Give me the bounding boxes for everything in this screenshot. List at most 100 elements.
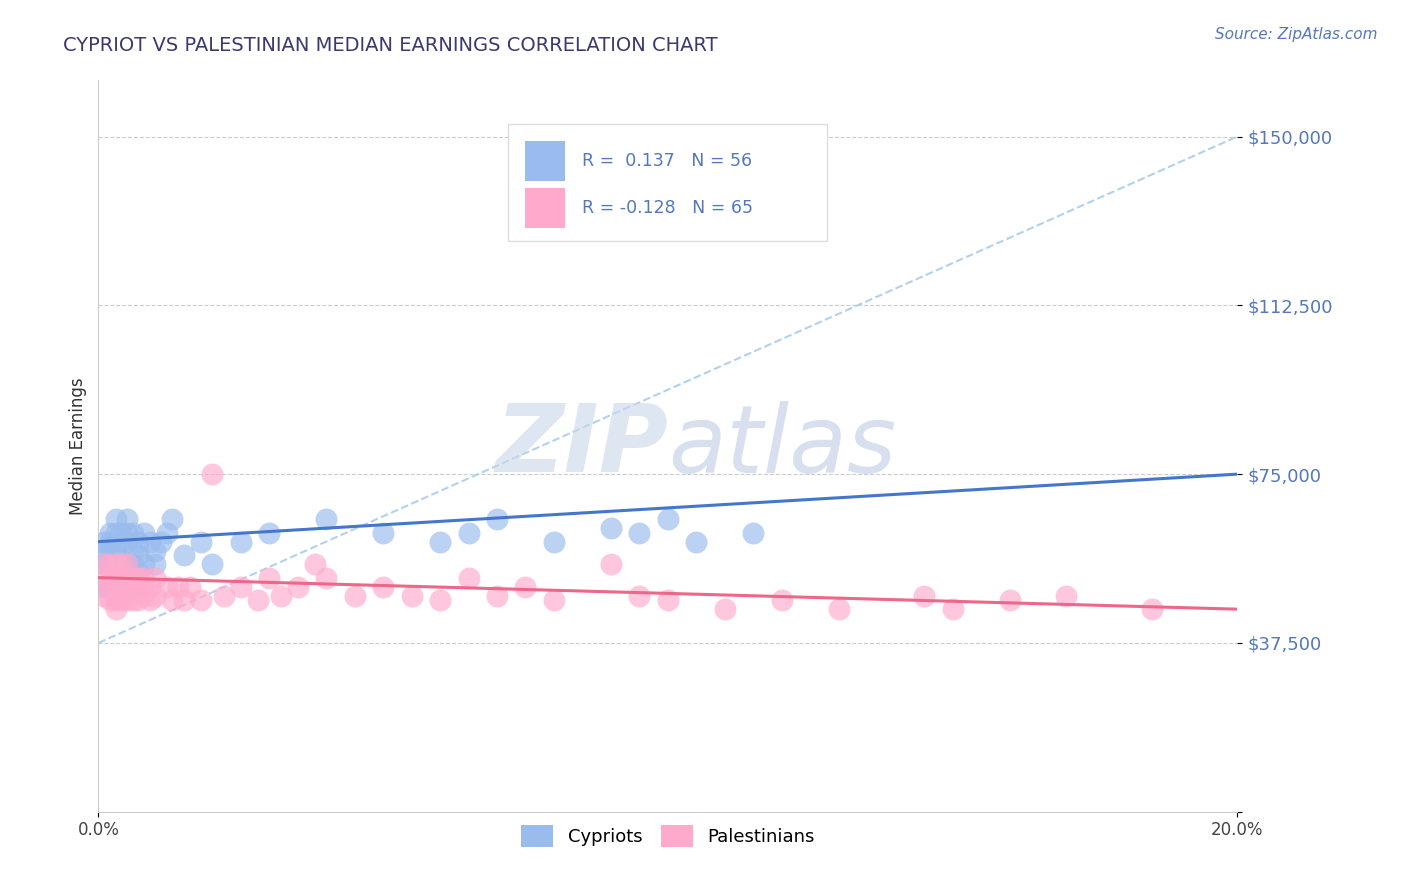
Point (543, 593, 565, 607)
Point (315, 571, 337, 585)
Point (457, 525, 479, 540)
Point (229, 580, 252, 594)
Point (138, 580, 160, 594)
Point (104, 557, 127, 571)
Point (104, 602, 127, 616)
Point (156, 525, 179, 540)
Point (127, 580, 149, 594)
Point (912, 589, 935, 603)
Point (173, 548, 195, 562)
Point (115, 557, 138, 571)
Point (162, 512, 184, 526)
Point (104, 525, 127, 540)
Point (104, 571, 127, 585)
Point (156, 580, 179, 594)
Point (828, 602, 851, 616)
Point (98, 557, 121, 571)
Point (486, 512, 509, 526)
Point (543, 534, 565, 549)
Point (190, 593, 212, 607)
Point (132, 589, 155, 603)
Point (110, 557, 132, 571)
Point (115, 580, 138, 594)
Point (115, 557, 138, 571)
Point (104, 593, 127, 607)
Text: R =  0.137   N = 56: R = 0.137 N = 56 (582, 152, 752, 169)
Point (138, 593, 160, 607)
Point (110, 534, 132, 549)
Point (145, 571, 167, 585)
Point (714, 602, 737, 616)
Point (179, 580, 201, 594)
Point (98, 580, 121, 594)
Point (115, 571, 138, 585)
Point (628, 589, 651, 603)
Point (132, 525, 155, 540)
Point (259, 525, 281, 540)
Point (115, 525, 138, 540)
Point (685, 534, 707, 549)
Point (942, 602, 965, 616)
Point (93, 589, 115, 603)
Point (486, 589, 509, 603)
Point (229, 534, 252, 549)
Y-axis label: Median Earnings: Median Earnings (69, 377, 87, 515)
Point (93, 571, 115, 585)
Point (742, 525, 765, 540)
Point (127, 548, 149, 562)
Point (401, 589, 423, 603)
Point (93, 534, 115, 549)
Point (287, 580, 309, 594)
Point (98, 580, 121, 594)
Point (343, 589, 366, 603)
Text: ZIP: ZIP (495, 400, 668, 492)
Point (121, 580, 143, 594)
Point (110, 580, 132, 594)
Point (127, 566, 149, 581)
Point (93, 543, 115, 558)
Point (132, 557, 155, 571)
Point (457, 571, 479, 585)
Point (167, 580, 190, 594)
Point (127, 571, 149, 585)
Point (190, 534, 212, 549)
Point (132, 571, 155, 585)
Bar (526, 188, 565, 228)
Text: Source: ZipAtlas.com: Source: ZipAtlas.com (1215, 27, 1378, 42)
Point (110, 557, 132, 571)
Point (98, 543, 121, 558)
Point (304, 557, 326, 571)
Point (104, 512, 127, 526)
Text: CYPRIOT VS PALESTINIAN MEDIAN EARNINGS CORRELATION CHART: CYPRIOT VS PALESTINIAN MEDIAN EARNINGS C… (63, 36, 718, 54)
Point (110, 580, 132, 594)
Point (121, 571, 143, 585)
Point (600, 557, 623, 571)
Point (373, 580, 395, 594)
Point (121, 543, 143, 558)
Point (98, 525, 121, 540)
Point (93, 580, 115, 594)
Point (93, 557, 115, 571)
Point (1140, 602, 1163, 616)
Point (145, 543, 167, 558)
Point (315, 512, 337, 526)
Point (270, 589, 292, 603)
Point (110, 593, 132, 607)
Legend: Cypriots, Palestinians: Cypriots, Palestinians (513, 817, 823, 854)
Text: R = -0.128   N = 65: R = -0.128 N = 65 (582, 199, 754, 218)
Point (201, 557, 224, 571)
Point (127, 593, 149, 607)
Point (150, 534, 173, 549)
Point (998, 593, 1021, 607)
Point (115, 593, 138, 607)
Point (121, 525, 143, 540)
Point (600, 521, 623, 535)
Point (515, 580, 537, 594)
Point (98, 571, 121, 585)
Point (657, 512, 679, 526)
Point (110, 571, 132, 585)
Point (115, 534, 138, 549)
Point (104, 557, 127, 571)
Point (138, 534, 160, 549)
Point (657, 593, 679, 607)
